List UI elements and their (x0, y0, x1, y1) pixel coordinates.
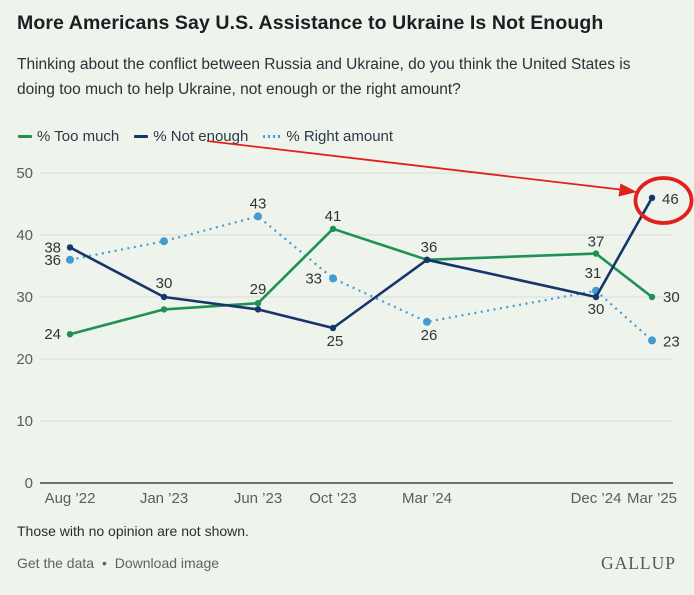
footer-links: Get the data • Download image (17, 555, 219, 571)
x-tick-label: Oct ’23 (309, 490, 357, 507)
y-tick-label: 20 (16, 351, 33, 368)
data-point-label: 26 (421, 327, 438, 344)
data-point-not-enough (160, 293, 168, 301)
annotation-arrow-head (618, 183, 637, 197)
y-tick-label: 40 (16, 227, 33, 244)
data-point-too-much (160, 306, 168, 313)
data-point-right-amount (66, 255, 74, 264)
x-tick-label: Mar ’25 (627, 490, 677, 507)
series-line-not-enough (69, 197, 654, 330)
data-point-label: 29 (250, 281, 267, 298)
y-tick-label: 50 (16, 165, 33, 182)
series-line-too-much (69, 227, 653, 336)
data-point-label: 31 (585, 265, 602, 282)
data-point-too-much (254, 300, 262, 307)
data-point-label: 23 (663, 333, 680, 350)
chart-legend: % Too much % Not enough % Right amount (18, 128, 393, 145)
data-point-not-enough (648, 194, 656, 201)
y-tick-label: 10 (16, 413, 33, 430)
data-point-too-much (592, 250, 600, 257)
legend-label-right-amount: % Right amount (286, 128, 394, 145)
data-point-not-enough (592, 293, 600, 301)
gallup-logo: GALLUP (600, 553, 676, 573)
data-point-right-amount (254, 212, 262, 221)
data-point-too-much (648, 293, 656, 301)
series-line-right-amount (69, 215, 653, 342)
annotation-circle (633, 176, 694, 225)
data-point-label: 30 (156, 275, 173, 292)
annotation-arrow-line (206, 140, 621, 191)
data-point-right-amount (423, 317, 431, 326)
x-tick-label: Dec ’24 (571, 490, 622, 507)
data-point-label: 36 (44, 252, 61, 269)
data-point-not-enough (254, 306, 262, 313)
data-point-label: 36 (421, 239, 438, 256)
legend-label-not-enough: % Not enough (153, 128, 249, 145)
footer-separator: • (101, 555, 107, 571)
y-tick-label: 30 (16, 289, 33, 306)
data-point-label: 33 (305, 270, 322, 287)
data-point-label: 43 (250, 195, 267, 212)
x-tick-label: Jan ’23 (140, 490, 188, 507)
data-point-right-amount (160, 237, 168, 246)
chart-footnote: Those with no opinion are not shown. (17, 523, 249, 539)
data-point-label: 38 (44, 239, 61, 256)
data-point-label: 24 (44, 326, 61, 343)
data-point-not-enough (423, 256, 431, 263)
data-point-too-much (423, 256, 431, 263)
download-image-link[interactable]: Download image (114, 555, 220, 571)
legend-label-too-much: % Too much (37, 128, 120, 145)
chart-subtitle: Thinking about the conflict between Russ… (17, 52, 630, 102)
data-point-label: 30 (663, 289, 680, 306)
legend-item-too-much: % Too much (18, 128, 119, 145)
data-point-label: 25 (327, 333, 344, 350)
x-tick-label: Mar ’24 (402, 490, 452, 507)
data-point-right-amount (592, 286, 600, 295)
x-tick-label: Jun ’23 (234, 490, 282, 507)
get-the-data-link[interactable]: Get the data (17, 555, 95, 571)
data-point-label: 37 (588, 234, 605, 251)
data-point-too-much (329, 225, 337, 232)
y-tick-label: 0 (25, 475, 33, 492)
data-point-label: 30 (588, 301, 605, 318)
data-point-label: 41 (325, 208, 342, 225)
data-point-label: 46 (662, 191, 679, 208)
data-point-right-amount (648, 336, 656, 345)
subtitle-line-2: doing too much to help Ukraine, not enou… (17, 81, 461, 98)
legend-item-not-enough: % Not enough (134, 128, 248, 145)
legend-item-right-amount: % Right amount (263, 128, 393, 145)
data-point-right-amount (329, 274, 337, 283)
subtitle-line-1: Thinking about the conflict between Russ… (17, 56, 631, 73)
x-tick-label: Aug ’22 (45, 490, 96, 507)
chart-title: More Americans Say U.S. Assistance to Uk… (17, 12, 604, 34)
data-point-too-much (66, 331, 74, 338)
legend-swatch-too-much (18, 135, 32, 138)
legend-swatch-right-amount (263, 135, 282, 138)
legend-swatch-not-enough (134, 135, 149, 138)
data-point-not-enough (329, 324, 337, 332)
data-point-not-enough (66, 244, 74, 251)
